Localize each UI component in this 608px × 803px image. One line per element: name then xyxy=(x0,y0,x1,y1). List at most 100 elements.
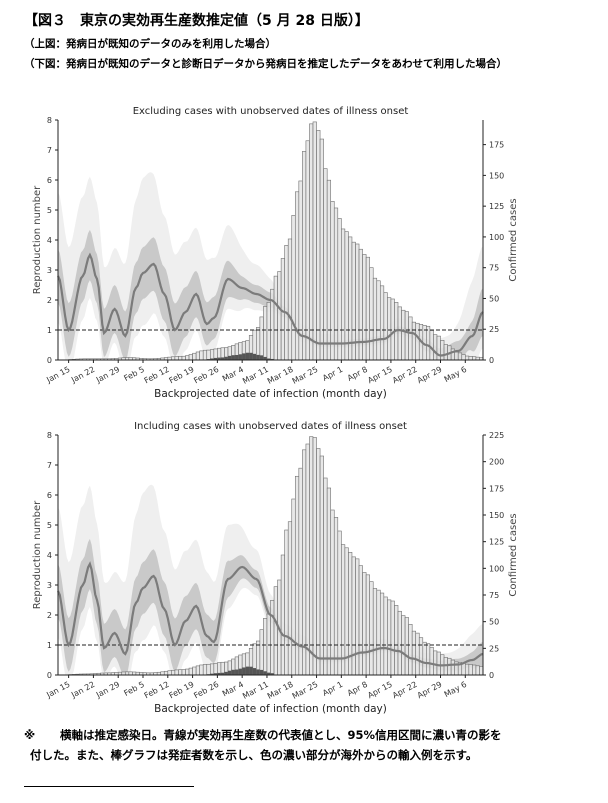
case-bar xyxy=(298,467,303,676)
case-bar xyxy=(178,356,183,361)
case-bar xyxy=(461,354,466,361)
case-bar xyxy=(379,285,385,361)
imported-case-bar xyxy=(259,669,264,675)
imported-case-bar xyxy=(231,355,236,360)
y2-tick-label: 75 xyxy=(489,591,499,600)
x-tick-label: Feb 19 xyxy=(168,365,196,386)
y2-tick-label: 0 xyxy=(489,356,494,365)
x-tick-label: Apr 22 xyxy=(391,365,419,385)
case-bar xyxy=(450,659,455,676)
x-tick-label: Apr 22 xyxy=(391,680,419,700)
case-bar xyxy=(185,355,190,361)
imported-case-bar xyxy=(245,666,250,675)
imported-case-bar xyxy=(210,358,214,360)
case-bar xyxy=(259,316,264,361)
case-bar xyxy=(394,605,399,676)
case-bar xyxy=(461,662,466,676)
x-tick-label: Mar 18 xyxy=(266,365,295,386)
x-tick-label: Jan 15 xyxy=(44,365,71,385)
y-tick-label: 4 xyxy=(47,551,52,560)
case-bar xyxy=(401,309,406,361)
x-tick-label: Feb 19 xyxy=(168,680,196,701)
y-axis-label: Reproduction number xyxy=(32,185,43,294)
case-bar xyxy=(372,588,378,676)
case-bar xyxy=(387,599,392,676)
case-bar xyxy=(291,215,296,361)
case-bar xyxy=(411,321,417,361)
y-tick-label: 3 xyxy=(47,266,52,275)
x-tick-label: Feb 26 xyxy=(192,680,220,701)
case-bar xyxy=(404,311,409,361)
case-bar xyxy=(365,256,370,361)
case-bar xyxy=(319,138,324,361)
case-bar xyxy=(408,624,413,676)
x-tick-label: Feb 26 xyxy=(192,365,220,386)
case-bar xyxy=(341,228,346,361)
imported-case-bar xyxy=(210,673,214,675)
y-tick-label: 7 xyxy=(47,461,52,470)
imported-case-bar xyxy=(217,357,221,360)
case-bar xyxy=(287,521,293,676)
case-bar xyxy=(291,498,296,676)
y2-tick-label: 125 xyxy=(489,538,504,547)
imported-case-bar xyxy=(242,667,246,675)
footnote-line-2: 付した。また、棒グラフは発症者数を示し、色の濃い部分が海外からの輸入例を示す。 xyxy=(30,748,478,762)
imported-case-bar xyxy=(249,666,253,675)
case-bar xyxy=(429,330,434,361)
case-bar xyxy=(284,529,289,676)
case-bar xyxy=(326,487,332,676)
case-bar xyxy=(287,238,293,361)
case-bar xyxy=(464,355,470,361)
case-bar xyxy=(344,231,349,361)
imported-case-bar xyxy=(263,356,267,360)
case-bar xyxy=(305,443,310,676)
imported-case-bar xyxy=(217,672,221,675)
case-bar xyxy=(440,340,445,361)
case-bar xyxy=(309,436,314,676)
case-bar xyxy=(174,669,179,676)
case-bar xyxy=(415,322,420,361)
case-bar xyxy=(202,664,208,676)
case-bar xyxy=(369,267,374,361)
case-bar xyxy=(195,351,200,361)
y-tick-label: 7 xyxy=(47,146,52,155)
case-bar xyxy=(312,121,317,361)
y-tick-label: 3 xyxy=(47,581,52,590)
case-bar xyxy=(355,558,360,676)
x-tick-label: Jan 22 xyxy=(69,365,96,385)
case-bar xyxy=(277,271,282,361)
plot-area xyxy=(56,436,484,676)
case-bar xyxy=(330,201,335,361)
case-bar xyxy=(369,581,374,676)
x-tick-label: Apr 29 xyxy=(416,365,444,385)
case-bar xyxy=(312,437,317,676)
imported-case-bar xyxy=(263,671,267,675)
imported-case-bar xyxy=(252,353,257,360)
case-bar xyxy=(472,664,477,676)
case-bar xyxy=(408,316,413,361)
y2-axis-label: Confirmed cases xyxy=(508,513,519,596)
case-bar xyxy=(454,351,459,361)
chart-title: Excluding cases with unobserved dates of… xyxy=(133,106,409,117)
case-bar xyxy=(263,618,268,676)
case-bar xyxy=(372,277,378,361)
x-tick-label: Apr 15 xyxy=(366,680,394,700)
case-bar xyxy=(457,352,463,361)
y-tick-label: 1 xyxy=(47,641,52,650)
y-tick-label: 8 xyxy=(47,116,52,125)
case-bar xyxy=(199,350,204,361)
x-tick-label: Feb 12 xyxy=(143,680,171,701)
case-bar xyxy=(365,574,370,676)
y-tick-label: 1 xyxy=(47,326,52,335)
imported-case-bar xyxy=(238,354,243,360)
imported-case-bar xyxy=(252,668,257,675)
case-bar xyxy=(273,586,278,676)
case-bar xyxy=(163,670,169,676)
case-bar xyxy=(174,356,179,361)
case-bar xyxy=(479,666,484,676)
y2-tick-label: 50 xyxy=(489,294,499,303)
subtitle-top-chart: （上図：発病日が既知のデータのみを利用した場合） xyxy=(24,38,276,50)
case-bar xyxy=(468,664,473,676)
y2-tick-label: 50 xyxy=(489,618,499,627)
imported-case-bar xyxy=(245,352,250,360)
